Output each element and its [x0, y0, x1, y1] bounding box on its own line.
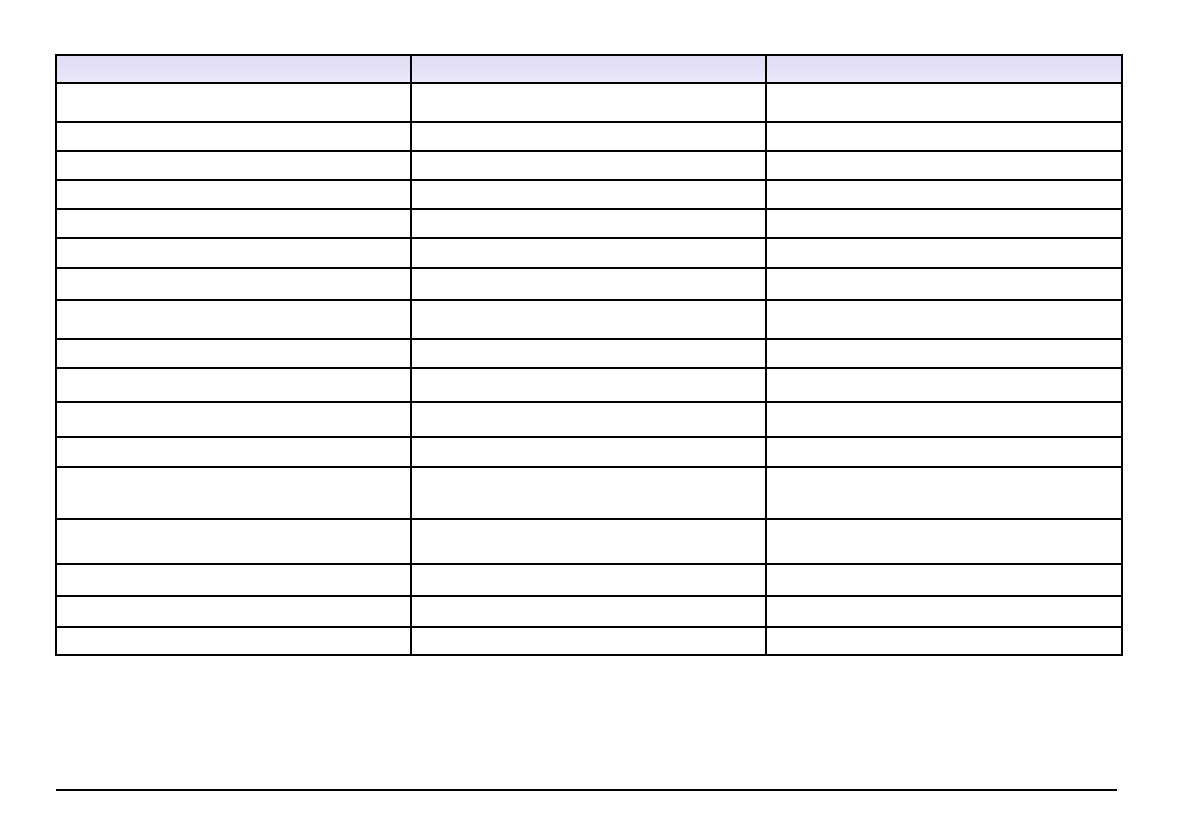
table-cell: [765, 82, 1123, 123]
table-cell: [410, 626, 767, 656]
table-cell: [55, 82, 412, 123]
table-cell: [55, 150, 412, 181]
table-cell: [765, 595, 1123, 628]
table-row: [55, 82, 1123, 123]
table-header-cell: [410, 54, 767, 84]
table-cell: [765, 518, 1123, 565]
table-cell: [765, 208, 1123, 239]
table-cell: [410, 595, 767, 628]
table-cell: [55, 595, 412, 628]
table-cell: [55, 299, 412, 340]
table-cell: [55, 518, 412, 565]
table-cell: [765, 401, 1123, 438]
table-cell: [410, 338, 767, 369]
table-row: [55, 179, 1123, 210]
table-row: [55, 237, 1123, 269]
table-cell: [765, 121, 1123, 152]
table-cell: [765, 466, 1123, 520]
table-body: [55, 82, 1123, 656]
table-cell: [765, 436, 1123, 468]
table-row: [55, 367, 1123, 403]
table-row: [55, 436, 1123, 468]
table-row: [55, 595, 1123, 628]
table-row: [55, 299, 1123, 340]
table-cell: [410, 563, 767, 597]
table-row: [55, 150, 1123, 181]
table-cell: [410, 466, 767, 520]
table-cell: [55, 121, 412, 152]
table-cell: [410, 367, 767, 403]
table-row: [55, 563, 1123, 597]
table-cell: [55, 208, 412, 239]
table-cell: [765, 338, 1123, 369]
table-cell: [410, 150, 767, 181]
table-header-cell: [55, 54, 412, 84]
table-cell: [410, 82, 767, 123]
table-cell: [410, 267, 767, 301]
table-row: [55, 518, 1123, 565]
table-cell: [55, 367, 412, 403]
table-cell: [55, 179, 412, 210]
table-row: [55, 338, 1123, 369]
table-cell: [55, 267, 412, 301]
table-cell: [410, 299, 767, 340]
table-cell: [55, 338, 412, 369]
table-cell: [55, 237, 412, 269]
table-header-row: [55, 54, 1123, 84]
table-cell: [55, 563, 412, 597]
table-row: [55, 626, 1123, 656]
table-cell: [410, 208, 767, 239]
table-cell: [765, 237, 1123, 269]
table-cell: [765, 563, 1123, 597]
table-cell: [410, 121, 767, 152]
table-cell: [55, 466, 412, 520]
table-cell: [55, 436, 412, 468]
table-row: [55, 401, 1123, 438]
footer-rule: [56, 789, 1117, 791]
table-cell: [765, 267, 1123, 301]
table-cell: [410, 518, 767, 565]
table-cell: [410, 401, 767, 438]
table-cell: [410, 237, 767, 269]
blank-notes-table: [55, 54, 1123, 656]
table-cell: [55, 401, 412, 438]
table-cell: [765, 367, 1123, 403]
table-row: [55, 267, 1123, 301]
table-row: [55, 208, 1123, 239]
table-cell: [55, 626, 412, 656]
table-cell: [765, 179, 1123, 210]
table-row: [55, 121, 1123, 152]
table-cell: [765, 299, 1123, 340]
table-row: [55, 466, 1123, 520]
table-cell: [410, 179, 767, 210]
table-cell: [410, 436, 767, 468]
table-header-cell: [765, 54, 1123, 84]
table-cell: [765, 150, 1123, 181]
table-cell: [765, 626, 1123, 656]
